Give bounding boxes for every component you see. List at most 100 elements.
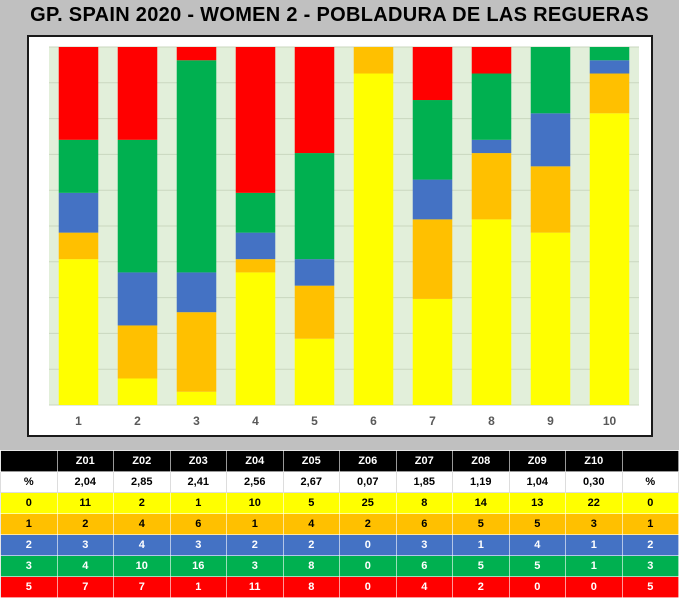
- x-tick-label: 9: [547, 414, 554, 428]
- table-cell: 1,85: [395, 471, 453, 493]
- chart-frame: 1 2 3 4 5 6 7 8 9 10: [27, 35, 653, 437]
- bar-segment-level-5: [176, 47, 217, 61]
- bar-segment-level-2: [530, 113, 571, 167]
- bar-segment-level-0: [530, 232, 571, 405]
- bar-segment-level-1: [58, 232, 99, 260]
- table-cell: 0,07: [339, 471, 397, 493]
- table-cell: 11: [226, 576, 284, 598]
- table-cell: 1: [169, 576, 227, 598]
- table-cell: 4: [508, 534, 566, 556]
- bar-segment-level-1: [353, 47, 394, 74]
- table-cell: 4: [113, 534, 171, 556]
- x-tick-label: 5: [311, 414, 318, 428]
- bar-segment-level-0: [117, 378, 158, 405]
- table-cell: 1: [565, 555, 623, 577]
- bar-segment-level-5: [412, 47, 453, 101]
- bar-segment-level-0: [471, 219, 512, 405]
- table-cell: 3: [0, 555, 58, 577]
- bar-segment-level-2: [589, 60, 630, 74]
- table-cell: 25: [339, 492, 397, 514]
- bar-segment-level-1: [412, 219, 453, 299]
- table-cell: 0: [339, 555, 397, 577]
- table-cell: 1: [226, 513, 284, 535]
- table-cell: 2: [339, 513, 397, 535]
- table-cell: 4: [113, 513, 171, 535]
- bar-segment-level-1: [176, 312, 217, 392]
- bar-segment-level-3: [117, 139, 158, 273]
- table-cell: 2: [56, 513, 114, 535]
- table-row: 5 7 7 1 11 8 0 4 2 0 0 5: [0, 576, 679, 598]
- stacked-bar-chart: 1 2 3 4 5 6 7 8 9 10: [49, 46, 639, 428]
- bar-segment-level-3: [530, 47, 571, 114]
- table-cell: 0: [621, 492, 679, 514]
- bar-segment-level-0: [294, 338, 335, 405]
- bar-segment-level-3: [589, 47, 630, 61]
- table-cell: Z01: [56, 450, 114, 472]
- table-cell: 1: [452, 534, 510, 556]
- table-cell: 2: [282, 534, 340, 556]
- table-cell: 0: [339, 534, 397, 556]
- table-cell: 7: [56, 576, 114, 598]
- table-cell: 3: [169, 534, 227, 556]
- x-tick-label: 4: [252, 414, 259, 428]
- bar-segment-level-3: [471, 73, 512, 140]
- table-cell: 2,56: [226, 471, 284, 493]
- table-cell: Z03: [169, 450, 227, 472]
- bar-segment-level-3: [412, 100, 453, 180]
- table-cell: Z04: [226, 450, 284, 472]
- bar-segment-level-2: [117, 272, 158, 326]
- table-header-row: Z01 Z02 Z03 Z04 Z05 Z06 Z07 Z08 Z09 Z10: [0, 450, 679, 472]
- x-tick-label: 3: [193, 414, 200, 428]
- x-tick-label: 8: [488, 414, 495, 428]
- table-cell: 0: [565, 576, 623, 598]
- table-cell: 14: [452, 492, 510, 514]
- bar-segment-level-0: [412, 298, 453, 405]
- x-tick-label: 2: [134, 414, 141, 428]
- bar-segment-level-3: [58, 139, 99, 193]
- x-tick-label: 7: [429, 414, 436, 428]
- table-cell: [621, 450, 679, 472]
- table-cell: 3: [395, 534, 453, 556]
- table-cell: 8: [282, 576, 340, 598]
- table-cell: Z06: [339, 450, 397, 472]
- bar-segment-level-1: [235, 259, 276, 273]
- table-cell: Z05: [282, 450, 340, 472]
- table-cell: 5: [282, 492, 340, 514]
- bar-segment-level-1: [294, 285, 335, 339]
- table-cell: 2: [113, 492, 171, 514]
- level-counts-table: Z01 Z02 Z03 Z04 Z05 Z06 Z07 Z08 Z09 Z10% 2,04 2,85 2…: [0, 450, 679, 598]
- table-cell: 13: [508, 492, 566, 514]
- table-cell: 4: [56, 555, 114, 577]
- table-cell: [0, 450, 58, 472]
- table-cell: 1: [169, 492, 227, 514]
- table-cell: 2: [621, 534, 679, 556]
- table-cell: 0,30: [565, 471, 623, 493]
- table-cell: 5: [0, 576, 58, 598]
- table-cell: 2,41: [169, 471, 227, 493]
- bar-segment-level-2: [294, 259, 335, 286]
- table-cell: 2: [226, 534, 284, 556]
- table-cell: 5: [452, 555, 510, 577]
- table-cell: 1: [0, 513, 58, 535]
- table-cell: Z02: [113, 450, 171, 472]
- table-cell: 4: [395, 576, 453, 598]
- bar-segment-level-0: [58, 259, 99, 405]
- bar-segment-level-0: [353, 73, 394, 405]
- table-cell: 6: [395, 513, 453, 535]
- table-cell: 10: [113, 555, 171, 577]
- table-cell: 2: [452, 576, 510, 598]
- bar-segment-level-5: [58, 47, 99, 140]
- bar-segment-level-5: [117, 47, 158, 140]
- bar-segment-level-5: [235, 47, 276, 193]
- table-cell: %: [0, 471, 58, 493]
- table-cell: 0: [339, 576, 397, 598]
- table-cell: %: [621, 471, 679, 493]
- table-cell: 5: [452, 513, 510, 535]
- table-cell: 3: [226, 555, 284, 577]
- bar-segment-level-5: [294, 47, 335, 154]
- bar-segment-level-2: [235, 232, 276, 260]
- table-cell: 22: [565, 492, 623, 514]
- bar-segment-level-3: [176, 60, 217, 273]
